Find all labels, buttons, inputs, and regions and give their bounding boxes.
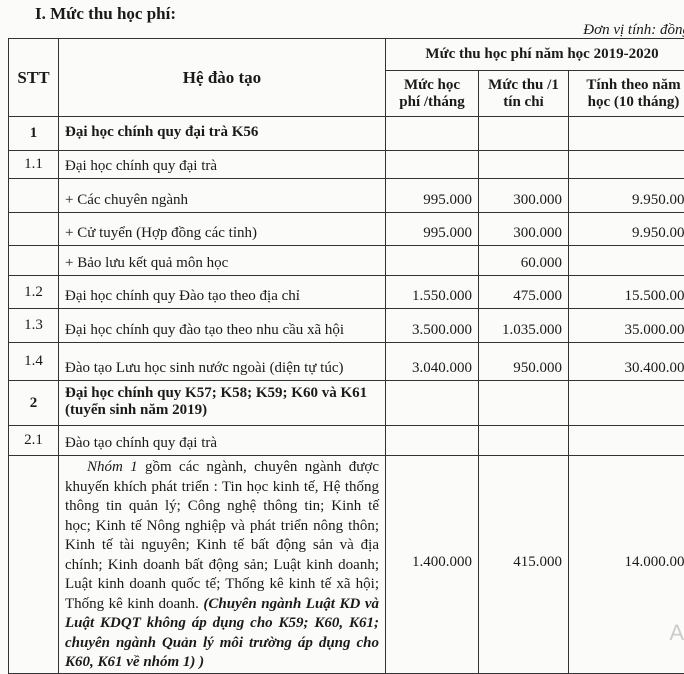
cell-name: + Bảo lưu kết quả môn học <box>59 246 386 276</box>
group1-per-credit: 415.000 <box>479 456 569 674</box>
cell-y: 9.950.000 <box>569 213 684 246</box>
cell-t: 300.000 <box>479 213 569 246</box>
cell-m: 3.040.000 <box>386 343 479 381</box>
header-per-credit: Mức thu /1 tín chỉ <box>479 71 569 117</box>
watermark: A <box>669 620 684 646</box>
cell-m <box>386 117 479 151</box>
cell-t: 475.000 <box>479 276 569 309</box>
cell-y: 9.950.000 <box>569 179 684 213</box>
cell-m: 1.550.000 <box>386 276 479 309</box>
table-row: + Bảo lưu kết quả môn học 60.000 <box>9 246 684 276</box>
cell-y <box>569 381 684 426</box>
group1-description: Nhóm 1 gồm các ngành, chuyên ngành được … <box>59 456 386 674</box>
cell-t: 1.035.000 <box>479 309 569 343</box>
header-yearly: Tính theo năm học (10 tháng) <box>569 71 684 117</box>
cell-stt: 1.4 <box>9 343 59 381</box>
cell-name: Đại học chính quy đào tạo theo nhu cầu x… <box>59 309 386 343</box>
cell-y: 15.500.000 <box>569 276 684 309</box>
cell-stt: 2.1 <box>9 426 59 456</box>
cell-stt <box>9 213 59 246</box>
cell-stt: 1.2 <box>9 276 59 309</box>
cell-name: Đào tạo chính quy đại trà <box>59 426 386 456</box>
cell-t: 60.000 <box>479 246 569 276</box>
cell-t <box>479 381 569 426</box>
cell-y <box>569 151 684 179</box>
group1-monthly: 1.400.000 <box>386 456 479 674</box>
cell-t <box>479 117 569 151</box>
cell-stt <box>9 246 59 276</box>
unit-label: Đơn vị tính: đồng <box>583 22 684 39</box>
cell-m <box>386 426 479 456</box>
cell-m <box>386 381 479 426</box>
cell-name: + Cử tuyển (Hợp đồng các tỉnh) <box>59 213 386 246</box>
cell-t <box>479 426 569 456</box>
section-title: I. Mức thu học phí: <box>35 4 176 24</box>
cell-stt: 2 <box>9 381 59 426</box>
header-stt: STT <box>9 39 59 117</box>
cell-name: Đại học chính quy K57; K58; K59; K60 và … <box>59 381 386 426</box>
group1-yearly: 14.000.000 <box>569 456 684 674</box>
cell-t: 950.000 <box>479 343 569 381</box>
cell-m <box>386 151 479 179</box>
cell-stt <box>9 179 59 213</box>
cell-m: 3.500.000 <box>386 309 479 343</box>
cell-name: Đào tạo Lưu học sinh nước ngoài (diện tự… <box>59 343 386 381</box>
header-group: Mức thu học phí năm học 2019-2020 <box>386 39 684 71</box>
cell-name: Đại học chính quy Đào tạo theo địa chỉ <box>59 276 386 309</box>
cell-name: + Các chuyên ngành <box>59 179 386 213</box>
cell-stt: 1.1 <box>9 151 59 179</box>
cell-y: 35.000.000 <box>569 309 684 343</box>
cell-y <box>569 426 684 456</box>
cell-y <box>569 246 684 276</box>
tuition-table: STT Hệ đào tạo Mức thu học phí năm học 2… <box>8 38 684 674</box>
cell-stt: 1 <box>9 117 59 151</box>
cell-name: Đại học chính quy đại trà <box>59 151 386 179</box>
cell-m: 995.000 <box>386 179 479 213</box>
header-monthly: Mức học phí /tháng <box>386 71 479 117</box>
cell-t: 300.000 <box>479 179 569 213</box>
cell-y <box>569 117 684 151</box>
cell-name: Đại học chính quy đại trà K56 <box>59 117 386 151</box>
cell-t <box>479 151 569 179</box>
cell-stt: 1.3 <box>9 309 59 343</box>
header-he-dao-tao: Hệ đào tạo <box>59 39 386 117</box>
cell-m: 995.000 <box>386 213 479 246</box>
table-row-group1: Nhóm 1 gồm các ngành, chuyên ngành được … <box>9 456 684 674</box>
cell-y: 30.400.000 <box>569 343 684 381</box>
cell-m <box>386 246 479 276</box>
